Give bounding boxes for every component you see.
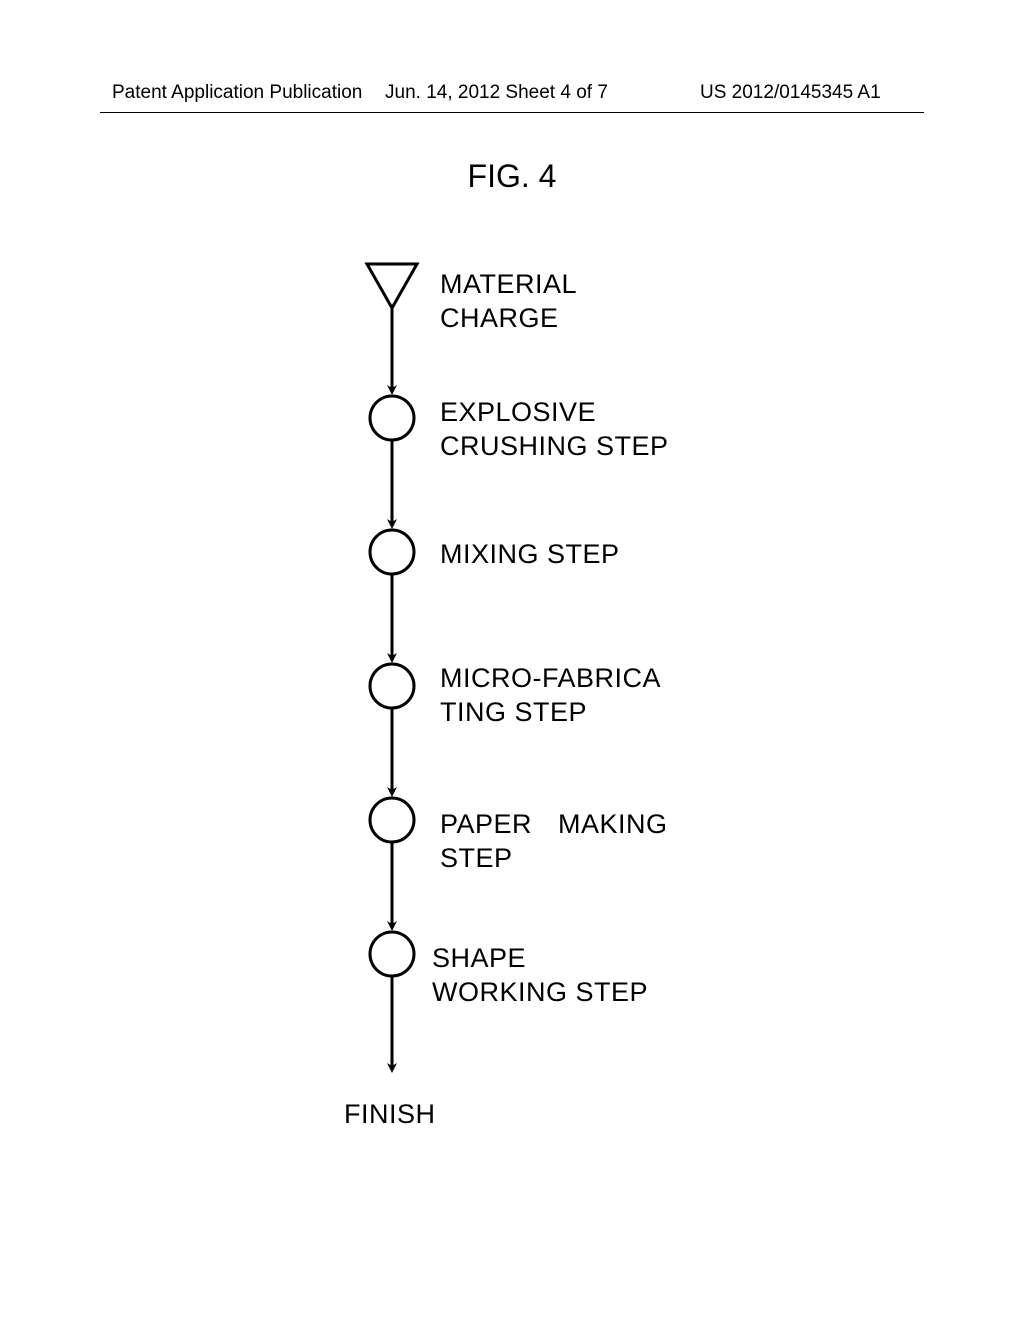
label-line: CHARGE (440, 303, 559, 333)
label-line: TING STEP (440, 697, 587, 727)
label-line: STEP (440, 843, 513, 873)
label-explosive-crushing: EXPLOSIVE CRUSHING STEP (440, 396, 700, 464)
label-micro-fabricating: MICRO-FABRICA TING STEP (440, 662, 700, 730)
step4-node-icon (370, 798, 414, 842)
step5-node-icon (370, 932, 414, 976)
header-publication-type: Patent Application Publication (112, 82, 362, 104)
start-node-icon (367, 264, 417, 308)
flowchart: MATERIAL CHARGE EXPLOSIVE CRUSHING STEP … (312, 260, 732, 1220)
label-paper-making: PAPER MAKING STEP (440, 808, 700, 876)
label-line: WORKING STEP (432, 977, 648, 1007)
step3-node-icon (370, 664, 414, 708)
label-line: MATERIAL (440, 269, 577, 299)
label-line: MICRO-FABRICA (440, 663, 661, 693)
page: Patent Application Publication Jun. 14, … (0, 0, 1024, 1320)
label-mixing: MIXING STEP (440, 538, 700, 572)
step2-node-icon (370, 530, 414, 574)
label-line: EXPLOSIVE (440, 397, 596, 427)
figure-title: FIG. 4 (0, 158, 1024, 195)
header-date-sheet: Jun. 14, 2012 Sheet 4 of 7 (385, 82, 608, 104)
label-material-charge: MATERIAL CHARGE (440, 268, 700, 336)
label-line: MIXING STEP (440, 539, 620, 569)
label-line: FINISH (344, 1099, 436, 1129)
label-line: CRUSHING STEP (440, 431, 669, 461)
label-shape-working: SHAPE WORKING STEP (432, 942, 692, 1010)
label-line: PAPER MAKING (440, 809, 668, 839)
header-publication-number: US 2012/0145345 A1 (700, 82, 881, 104)
step1-node-icon (370, 396, 414, 440)
label-line: SHAPE (432, 943, 526, 973)
header-rule (100, 112, 924, 113)
label-finish: FINISH (344, 1098, 544, 1132)
